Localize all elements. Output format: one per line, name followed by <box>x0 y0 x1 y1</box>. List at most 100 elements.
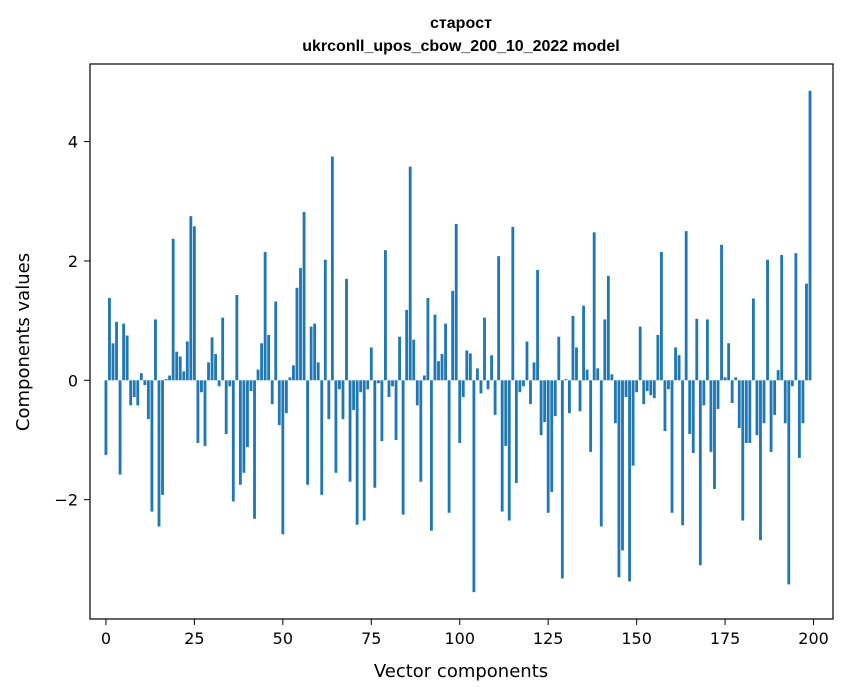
bar-component-108 <box>486 380 490 390</box>
bar-component-86 <box>408 166 412 381</box>
bar-component-181 <box>744 380 748 443</box>
bar-component-194 <box>790 380 794 387</box>
bar-component-126 <box>550 380 554 492</box>
bar-component-162 <box>677 355 681 381</box>
bar-component-97 <box>447 380 451 513</box>
bar-component-171 <box>709 380 713 452</box>
bar-component-160 <box>670 380 674 513</box>
bar-component-185 <box>759 380 762 541</box>
bar-component-75 <box>369 347 373 381</box>
bar-component-83 <box>398 336 401 381</box>
bar-component-46 <box>267 334 271 381</box>
bar-component-141 <box>603 319 607 381</box>
y-tick-label: 0 <box>68 371 78 390</box>
bar-component-37 <box>235 294 239 381</box>
bar-component-133 <box>575 347 578 381</box>
bar-component-169 <box>702 380 706 406</box>
bar-component-17 <box>164 379 168 381</box>
x-axis-label: Vector components <box>374 661 548 682</box>
bar-component-51 <box>284 380 288 414</box>
bar-component-130 <box>564 379 568 381</box>
bar-component-120 <box>529 380 532 405</box>
bar-component-178 <box>734 377 738 381</box>
bar-component-192 <box>783 380 787 424</box>
bar-component-2 <box>111 343 115 381</box>
bar-component-117 <box>518 380 522 393</box>
bars-group <box>104 90 812 593</box>
bar-component-144 <box>613 380 617 424</box>
bar-component-104 <box>472 380 476 593</box>
bar-component-96 <box>444 323 447 381</box>
bar-component-21 <box>178 356 182 381</box>
bar-component-16 <box>161 380 164 495</box>
bar-component-176 <box>727 343 731 381</box>
bar-component-119 <box>525 341 529 381</box>
bar-component-3 <box>115 321 118 381</box>
bar-component-193 <box>787 380 791 585</box>
bar-component-9 <box>136 380 140 406</box>
bar-component-34 <box>224 380 228 434</box>
bar-component-89 <box>419 380 423 482</box>
bar-component-150 <box>635 380 639 393</box>
y-tick-label: −2 <box>54 491 78 510</box>
bar-component-182 <box>748 380 752 443</box>
bar-component-53 <box>292 365 295 381</box>
bar-component-14 <box>154 319 157 381</box>
bar-component-134 <box>578 380 582 412</box>
bar-component-195 <box>794 253 798 381</box>
bar-component-32 <box>217 380 221 387</box>
bar-component-122 <box>536 269 539 381</box>
bar-component-87 <box>412 339 416 381</box>
bar-component-63 <box>327 380 331 420</box>
x-tick-label: 150 <box>621 629 652 648</box>
bar-component-66 <box>338 380 341 390</box>
bar-component-29 <box>207 362 210 381</box>
bar-component-102 <box>465 350 469 381</box>
bar-component-147 <box>624 380 628 397</box>
bar-component-166 <box>691 380 695 454</box>
bar-component-44 <box>260 343 264 381</box>
x-tick-label: 25 <box>184 629 204 648</box>
bar-component-128 <box>557 336 561 381</box>
bar-component-85 <box>405 309 409 381</box>
bar-component-137 <box>589 380 593 452</box>
bar-component-77 <box>376 380 380 384</box>
bar-component-82 <box>394 380 398 440</box>
x-ticks: 0 25 50 75 100 125 150 175 200 <box>101 619 829 648</box>
bar-component-148 <box>628 380 631 582</box>
bar-component-187 <box>766 259 769 381</box>
bar-component-76 <box>373 380 377 488</box>
bar-component-127 <box>553 380 557 417</box>
bar-component-179 <box>737 380 741 429</box>
bar-component-42 <box>253 380 256 519</box>
bar-component-190 <box>776 370 780 381</box>
bar-component-64 <box>330 156 334 381</box>
x-tick-label: 100 <box>444 629 475 648</box>
bar-component-116 <box>514 380 518 483</box>
bar-component-149 <box>631 380 635 466</box>
bar-component-8 <box>132 380 136 397</box>
bar-component-40 <box>246 380 249 448</box>
bar-component-20 <box>175 351 179 381</box>
bar-component-99 <box>454 223 458 381</box>
bar-component-93 <box>433 314 437 381</box>
bar-component-103 <box>468 353 472 381</box>
bar-component-140 <box>599 380 603 527</box>
bar-component-24 <box>189 216 193 381</box>
bar-component-173 <box>716 380 720 409</box>
plot-area-frame <box>89 63 834 620</box>
bar-component-175 <box>723 377 727 381</box>
bar-component-1 <box>108 297 111 381</box>
bar-component-152 <box>642 380 646 405</box>
bar-component-132 <box>571 315 575 381</box>
bar-component-163 <box>681 380 685 526</box>
bar-component-0 <box>104 380 108 455</box>
bar-component-180 <box>741 380 745 521</box>
bar-component-52 <box>288 377 292 381</box>
bar-component-146 <box>621 380 624 551</box>
bar-component-43 <box>256 369 260 381</box>
x-tick-label: 75 <box>361 629 381 648</box>
chart-title-line1: староcт <box>430 15 492 32</box>
bar-component-106 <box>479 380 483 394</box>
bar-component-58 <box>309 326 313 381</box>
